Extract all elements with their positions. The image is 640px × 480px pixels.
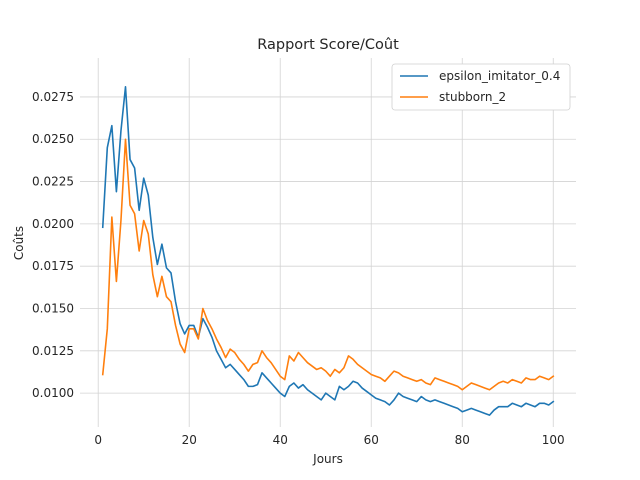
legend-label-stubborn: stubborn_2 (439, 90, 506, 104)
y-tick-label: 0.0125 (32, 344, 74, 358)
series-line-stubborn (101, 138, 555, 391)
legend-box (391, 63, 571, 111)
grid-lines (80, 58, 576, 427)
x-tick-label: 40 (273, 433, 288, 447)
x-axis-label: Jours (312, 452, 343, 466)
y-tick-label: 0.0150 (32, 302, 74, 316)
y-tick-label: 0.0200 (32, 217, 74, 231)
chart-title: Rapport Score/Coût (257, 37, 399, 53)
x-axis-ticks: 0 20 40 60 80 100 (94, 433, 564, 447)
x-tick-label: 100 (542, 433, 565, 447)
series-lines (101, 85, 555, 416)
legend-label-epsilon-imitator: epsilon_imitator_0.4 (439, 69, 560, 83)
plot-background (80, 58, 576, 427)
y-axis-ticks: 0.0100 0.0125 0.0150 0.0175 0.0200 0.0225 0.02… (32, 90, 74, 400)
x-tick-label: 0 (94, 433, 102, 447)
series-line-epsilon-imitator (101, 85, 555, 416)
y-axis-label: Coûts (12, 226, 26, 260)
y-tick-label: 0.0225 (32, 175, 74, 189)
legend: epsilon_imitator_0.4 stubborn_2 (391, 63, 571, 111)
x-tick-label: 60 (364, 433, 379, 447)
y-tick-label: 0.0175 (32, 259, 74, 273)
plot-area (80, 58, 576, 427)
y-tick-label: 0.0250 (32, 132, 74, 146)
x-tick-label: 20 (182, 433, 197, 447)
x-tick-label: 80 (455, 433, 470, 447)
y-tick-label: 0.0275 (32, 90, 74, 104)
y-tick-label: 0.0100 (32, 386, 74, 400)
